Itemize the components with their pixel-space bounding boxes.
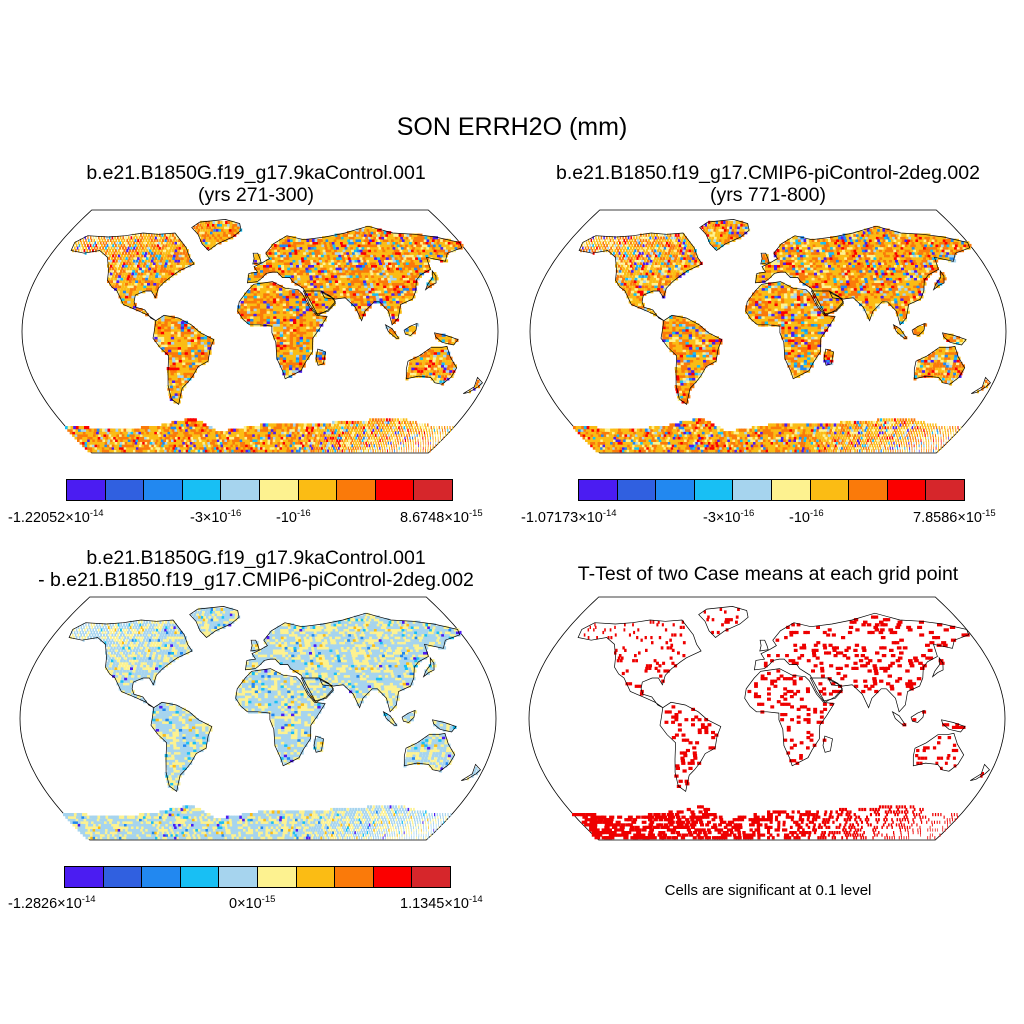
colorbar-swatch — [259, 480, 299, 500]
map-diff — [19, 596, 497, 841]
colorbar-swatch — [412, 867, 450, 887]
colorbar-diff — [64, 866, 451, 888]
colorbar-swatch — [375, 480, 415, 500]
colorbar-swatch — [656, 480, 695, 500]
colorbar-swatch — [694, 480, 734, 500]
colorbar-case2 — [578, 479, 965, 501]
colorbar-swatch — [221, 480, 260, 500]
colorbar-swatch — [65, 867, 104, 887]
colorbar-swatch — [733, 480, 772, 500]
colorbar-swatch — [337, 480, 376, 500]
colorbar-swatch — [887, 480, 927, 500]
colorbar-diff-mid-label: 0×10-15 — [229, 894, 276, 912]
panel-title-case2-line2: (yrs 771-800) — [710, 184, 826, 206]
colorbar-swatch — [335, 867, 374, 887]
colorbar-case2-max-label: 7.8586×10-15 — [913, 508, 996, 526]
colorbar-swatch — [182, 480, 222, 500]
colorbar-swatch — [296, 867, 336, 887]
colorbar-diff-max-label: 1.1345×10-14 — [400, 894, 483, 912]
map-case2 — [529, 209, 1007, 454]
colorbar-swatch — [142, 867, 181, 887]
map-case1 — [21, 209, 499, 454]
coastlines — [577, 606, 990, 793]
grid-cells — [63, 607, 480, 840]
colorbar-swatch — [926, 480, 964, 500]
colorbar-swatch — [67, 480, 106, 500]
colorbar-diff-min-label: -1.2826×10-14 — [8, 894, 96, 912]
colorbar-swatch — [771, 480, 811, 500]
coastlines — [68, 606, 481, 793]
colorbar-swatch — [257, 867, 297, 887]
panel-title-case2-line1: b.e21.B1850.f19_g17.CMIP6-piControl-2deg… — [556, 162, 980, 184]
map-frame — [528, 596, 1006, 841]
grid-cells — [65, 220, 482, 453]
colorbar-swatch — [373, 867, 413, 887]
colorbar-case2-mid-label-2: -10-16 — [789, 508, 824, 526]
colorbar-swatch — [180, 867, 220, 887]
figure-title: SON ERRH2O (mm) — [396, 113, 628, 141]
colorbar-case2-min-label: -1.07173×10-14 — [521, 508, 617, 526]
colorbar-swatch — [298, 480, 338, 500]
map-ttest — [528, 596, 1006, 841]
colorbar-swatch — [144, 480, 183, 500]
grid-cells — [572, 607, 984, 840]
panel-title-case2: b.e21.B1850.f19_g17.CMIP6-piControl-2deg… — [512, 162, 1024, 206]
colorbar-swatch — [414, 480, 452, 500]
colorbar-swatch — [105, 480, 145, 500]
colorbar-swatch — [617, 480, 657, 500]
panel-title-case1: b.e21.B1850G.f19_g17.9kaControl.001 (yrs… — [0, 162, 512, 206]
panel-title-diff: b.e21.B1850G.f19_g17.9kaControl.001 - b.… — [0, 547, 512, 591]
panel-title-diff-line2: - b.e21.B1850.f19_g17.CMIP6-piControl-2d… — [38, 569, 474, 591]
panel-title-case1-line1: b.e21.B1850G.f19_g17.9kaControl.001 — [86, 162, 426, 184]
colorbar-case1-max-label: 8.6748×10-15 — [400, 508, 483, 526]
colorbar-swatch — [219, 867, 258, 887]
colorbar-swatch — [103, 867, 143, 887]
colorbar-swatch — [810, 480, 850, 500]
colorbar-case1 — [66, 479, 453, 501]
colorbar-case1-mid-label-2: -10-16 — [276, 508, 311, 526]
significance-note: Cells are significant at 0.1 level — [664, 882, 872, 899]
panel-title-ttest: T-Test of two Case means at each grid po… — [577, 563, 959, 585]
colorbar-case1-min-label: -1.22052×10-14 — [8, 508, 104, 526]
grid-cells — [573, 220, 990, 453]
coastlines — [578, 219, 991, 406]
colorbar-case1-mid-label-1: -3×10-16 — [190, 508, 242, 526]
colorbar-case2-mid-label-1: -3×10-16 — [703, 508, 755, 526]
colorbar-swatch — [579, 480, 618, 500]
colorbar-swatch — [849, 480, 888, 500]
panel-title-case1-line2: (yrs 271-300) — [198, 184, 314, 206]
panel-title-diff-line1: b.e21.B1850G.f19_g17.9kaControl.001 — [86, 547, 426, 569]
coastlines — [70, 219, 483, 406]
